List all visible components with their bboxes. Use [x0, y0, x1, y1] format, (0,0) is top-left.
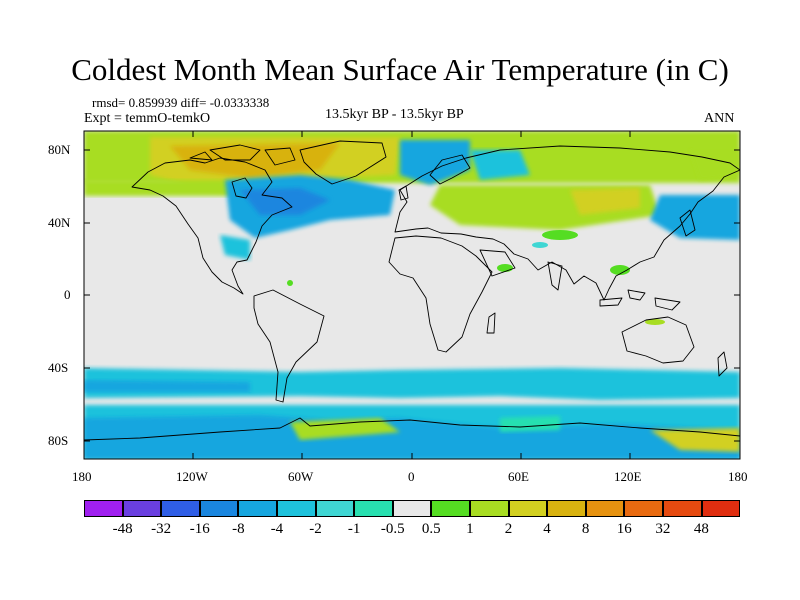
eurasia-coast: [394, 145, 740, 301]
lon-tick-label: 120E: [614, 469, 642, 484]
arabia: [479, 249, 516, 277]
british-isles: [398, 185, 409, 201]
map-title: Coldest Month Mean Surface Air Temperatu…: [71, 52, 729, 87]
legend-label: -4: [270, 521, 284, 537]
lat-tick-label: 0: [64, 287, 71, 302]
new-zealand: [717, 351, 728, 377]
legend-swatch: [199, 500, 239, 517]
legend-swatch: [469, 500, 509, 517]
legend-label: -16: [189, 521, 210, 537]
lat-tick-label: 40S: [48, 360, 69, 375]
lat-tick-label: 80S: [48, 433, 69, 448]
legend-label: -8: [232, 521, 245, 537]
season-label: ANN: [704, 111, 735, 126]
legend-label: 1: [466, 521, 474, 537]
coastlines: [84, 140, 740, 441]
north-america-coast: [131, 157, 293, 295]
greenland: [299, 140, 387, 185]
legend-label: -0.5: [380, 521, 405, 537]
legend-swatch: [354, 500, 393, 517]
lon-tick-label: 180: [72, 469, 92, 484]
india: [547, 261, 563, 291]
legend-swatch: [276, 500, 316, 517]
lon-tick-label: 0: [408, 469, 415, 484]
axis-ticks: [83, 131, 741, 459]
legend-label: -48: [112, 521, 133, 537]
australia: [621, 316, 695, 364]
legend-label: 32: [655, 521, 671, 537]
legend-swatch: [392, 500, 432, 517]
legend-label: 4: [543, 521, 551, 537]
legend-label: 48: [693, 521, 709, 537]
lon-tick-label: 60W: [288, 469, 314, 484]
legend-swatch: [315, 500, 355, 517]
lon-tick-label: 180: [728, 469, 748, 484]
legend-swatch: [624, 500, 663, 517]
legend-swatch: [585, 500, 625, 517]
anomaly-field: [84, 131, 740, 459]
legend-label: -32: [151, 521, 172, 537]
legend-label: 2: [504, 521, 513, 537]
legend-label: 0.5: [421, 521, 441, 537]
antarctica: [84, 417, 740, 441]
africa: [388, 235, 493, 353]
south-america: [253, 289, 325, 403]
period-label: 13.5kyr BP - 13.5kyr BP: [325, 107, 464, 122]
madagascar: [486, 312, 496, 334]
lon-tick-label: 60E: [508, 469, 529, 484]
color-legend-bar: [84, 500, 741, 517]
legend-swatch: [508, 500, 548, 517]
legend-label: -2: [309, 521, 322, 537]
legend-label: 16: [616, 521, 632, 537]
legend-swatch: [238, 500, 277, 517]
japan: [679, 209, 696, 237]
stats-text: rmsd= 0.859939 diff= -0.0333338: [92, 95, 270, 110]
legend-swatch: [161, 500, 200, 517]
experiment-label: Expt = temmO-temkO: [84, 111, 211, 126]
southeast-asia-islands: [599, 289, 681, 311]
lat-tick-label: 80N: [48, 142, 71, 157]
lon-tick-label: 120W: [176, 469, 208, 484]
southern-anomaly-band: [84, 368, 740, 459]
legend-label: -1: [347, 521, 361, 537]
legend-label: 8: [581, 521, 590, 537]
hudson-bay: [231, 177, 253, 199]
legend-swatch: [431, 500, 470, 517]
legend-swatch: [662, 500, 702, 517]
scandinavia: [429, 154, 471, 185]
legend-swatch: [547, 500, 586, 517]
lat-tick-label: 40N: [48, 215, 71, 230]
legend-swatch: [701, 500, 741, 517]
legend-swatch: [122, 500, 162, 517]
arctic-islands: [189, 144, 296, 166]
scattered-anomalies: [287, 230, 665, 325]
legend-swatch: [84, 500, 123, 517]
